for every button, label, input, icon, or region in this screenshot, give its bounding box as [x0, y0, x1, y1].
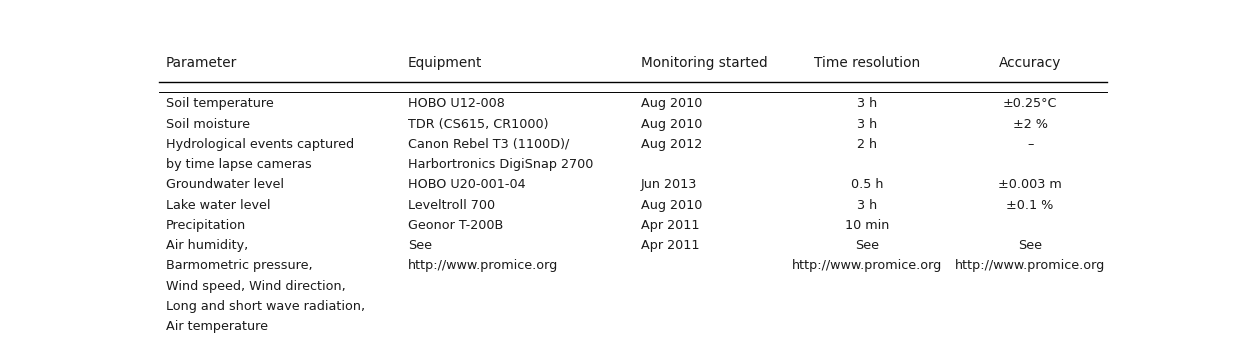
Text: Time resolution: Time resolution: [814, 56, 920, 70]
Text: Harbortronics DigiSnap 2700: Harbortronics DigiSnap 2700: [408, 158, 593, 171]
Text: Leveltroll 700: Leveltroll 700: [408, 199, 495, 212]
Text: ±0.003 m: ±0.003 m: [998, 179, 1062, 192]
Text: Apr 2011: Apr 2011: [641, 219, 699, 232]
Text: http://www.promice.org: http://www.promice.org: [408, 260, 558, 273]
Text: Jun 2013: Jun 2013: [641, 179, 697, 192]
Text: Precipitation: Precipitation: [165, 219, 246, 232]
Text: Aug 2010: Aug 2010: [641, 97, 701, 110]
Text: See: See: [1018, 239, 1042, 252]
Text: Hydrological events captured: Hydrological events captured: [165, 138, 354, 151]
Text: Aug 2010: Aug 2010: [641, 118, 701, 131]
Text: ±0.1 %: ±0.1 %: [1007, 199, 1053, 212]
Text: –: –: [1028, 138, 1034, 151]
Text: Parameter: Parameter: [165, 56, 237, 70]
Text: Accuracy: Accuracy: [999, 56, 1061, 70]
Text: ±0.25°C: ±0.25°C: [1003, 97, 1057, 110]
Text: http://www.promice.org: http://www.promice.org: [793, 260, 942, 273]
Text: ±2 %: ±2 %: [1013, 118, 1047, 131]
Text: Canon Rebel T3 (1100D)/: Canon Rebel T3 (1100D)/: [408, 138, 569, 151]
Text: Monitoring started: Monitoring started: [641, 56, 767, 70]
Text: Wind speed, Wind direction,: Wind speed, Wind direction,: [165, 280, 346, 293]
Text: Air humidity,: Air humidity,: [165, 239, 248, 252]
Text: Lake water level: Lake water level: [165, 199, 270, 212]
Text: Equipment: Equipment: [408, 56, 483, 70]
Text: Aug 2010: Aug 2010: [641, 199, 701, 212]
Text: 3 h: 3 h: [857, 97, 878, 110]
Text: HOBO U12-008: HOBO U12-008: [408, 97, 505, 110]
Text: Geonor T-200B: Geonor T-200B: [408, 219, 504, 232]
Text: TDR (CS615, CR1000): TDR (CS615, CR1000): [408, 118, 548, 131]
Text: Apr 2011: Apr 2011: [641, 239, 699, 252]
Text: Air temperature: Air temperature: [165, 320, 268, 333]
Text: 3 h: 3 h: [857, 199, 878, 212]
Text: HOBO U20-001-04: HOBO U20-001-04: [408, 179, 526, 192]
Text: Aug 2012: Aug 2012: [641, 138, 701, 151]
Text: See: See: [856, 239, 879, 252]
Text: by time lapse cameras: by time lapse cameras: [165, 158, 311, 171]
Text: 3 h: 3 h: [857, 118, 878, 131]
Text: Soil moisture: Soil moisture: [165, 118, 249, 131]
Text: Barmometric pressure,: Barmometric pressure,: [165, 260, 312, 273]
Text: Soil temperature: Soil temperature: [165, 97, 274, 110]
Text: Groundwater level: Groundwater level: [165, 179, 284, 192]
Text: 0.5 h: 0.5 h: [851, 179, 884, 192]
Text: http://www.promice.org: http://www.promice.org: [955, 260, 1105, 273]
Text: 2 h: 2 h: [857, 138, 878, 151]
Text: Long and short wave radiation,: Long and short wave radiation,: [165, 300, 366, 313]
Text: See: See: [408, 239, 432, 252]
Text: 10 min: 10 min: [845, 219, 889, 232]
